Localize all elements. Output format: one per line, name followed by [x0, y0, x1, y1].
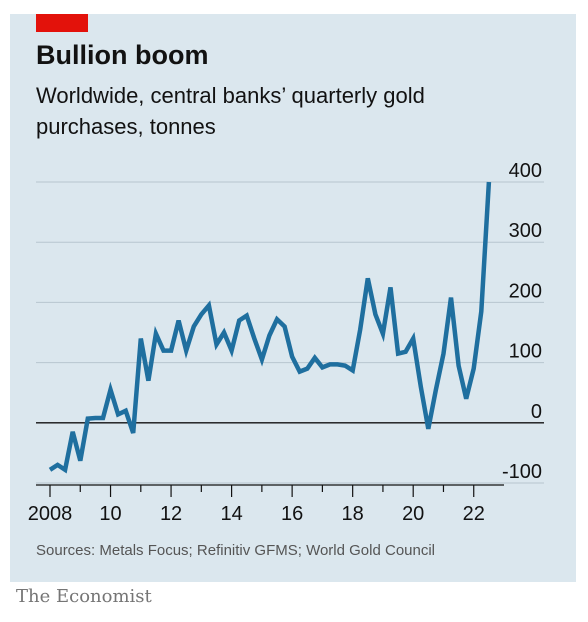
x-tick-label: 22: [463, 503, 485, 525]
chart-title: Bullion boom: [36, 40, 209, 70]
chart-subtitle: Worldwide, central banks’ quarterly gold…: [36, 83, 425, 139]
brand-red-tag: [36, 14, 88, 32]
source-note: Sources: Metals Focus; Refinitiv GFMS; W…: [36, 542, 436, 559]
x-tick-label: 16: [281, 503, 303, 525]
y-tick-label: 300: [509, 220, 542, 242]
x-tick-label: 10: [99, 503, 121, 525]
y-tick-label: 0: [531, 401, 542, 423]
economist-brand: The Economist: [16, 586, 152, 607]
series-line: [48, 181, 492, 474]
x-tick-label: 18: [342, 503, 364, 525]
y-tick-label: 100: [509, 341, 542, 363]
x-tick-label: 2008: [28, 503, 73, 525]
x-tick-label: 20: [402, 503, 424, 525]
x-tick-label: 14: [220, 503, 242, 525]
x-tick-label: 12: [160, 503, 182, 525]
line-chart: 400 300 200 100 0 -100 2008 10 12 14 16 18 20 22: [28, 160, 544, 525]
y-tick-label: 200: [509, 280, 542, 302]
y-tick-label: 400: [509, 160, 542, 182]
chart-panel: Bullion boom Worldwide, central banks’ q…: [10, 14, 576, 582]
y-tick-label: -100: [502, 461, 542, 483]
